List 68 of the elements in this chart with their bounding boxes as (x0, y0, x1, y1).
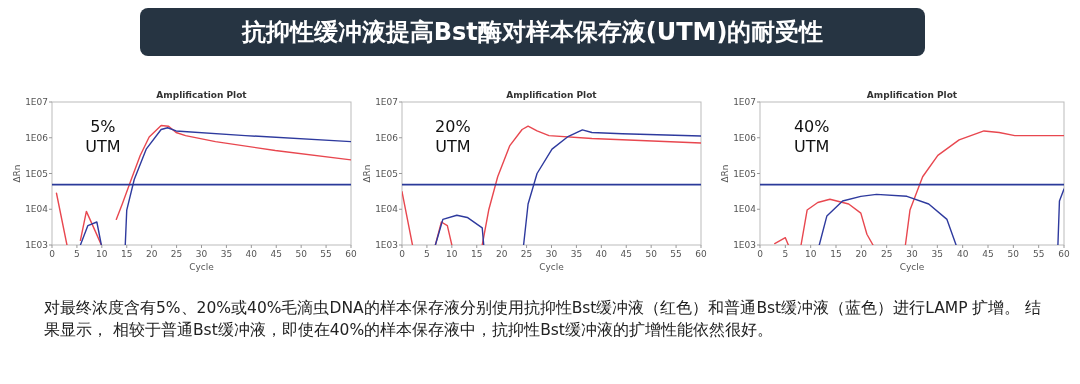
x-axis-title: Cycle (189, 262, 215, 272)
y-tick-label: 1E06 (375, 132, 399, 143)
x-tick-label: 15 (830, 249, 842, 259)
x-tick-label: 60 (1058, 249, 1070, 259)
annotation: 5% UTM (85, 117, 121, 156)
x-tick-label: 30 (545, 249, 558, 259)
x-tick-label: 45 (270, 249, 282, 259)
x-tick-label: 45 (620, 249, 632, 259)
x-tick-label: 50 (295, 249, 308, 259)
text: 抗抑性缓冲液提高Bst酶对样本保存液(UTM)的耐受性 (140, 8, 925, 56)
x-tick-label: 10 (446, 249, 458, 259)
x-tick-label: 35 (931, 249, 944, 259)
x-tick-label: 0 (49, 249, 56, 259)
x-tick-label: 35 (570, 249, 583, 259)
x-tick-label: 45 (982, 249, 994, 259)
y-tick-label: 1E06 (733, 132, 757, 143)
x-tick-label: 60 (695, 249, 707, 259)
y-tick-label: 1E05 (25, 168, 48, 179)
x-tick-label: 20 (495, 249, 508, 259)
y-tick-label: 1E03 (733, 240, 756, 250)
x-tick-label: 40 (956, 249, 969, 259)
y-axis-title: ΔRn (362, 164, 372, 183)
x-tick-label: 5 (74, 249, 80, 259)
chart-title: Amplification Plot (866, 90, 958, 100)
chart-title: Amplification Plot (506, 90, 598, 100)
x-tick-label: 0 (757, 249, 764, 259)
y-tick-label: 1E05 (733, 168, 756, 179)
y-tick-label: 1E05 (375, 168, 398, 179)
x-axis-title: Cycle (539, 262, 565, 272)
annotation: 40% UTM (793, 117, 830, 156)
x-tick-label: 55 (670, 249, 682, 259)
x-tick-label: 50 (1007, 249, 1020, 259)
y-axis-title: ΔRn (12, 164, 22, 183)
y-tick-label: 1E03 (375, 240, 398, 250)
x-tick-label: 50 (645, 249, 658, 259)
y-tick-label: 1E04 (25, 204, 49, 215)
x-tick-label: 10 (804, 249, 817, 259)
x-tick-label: 60 (345, 249, 357, 259)
chart-title: Amplification Plot (156, 90, 248, 100)
y-tick-label: 1E07 (25, 97, 48, 107)
x-tick-label: 55 (320, 249, 332, 259)
x-tick-label: 25 (170, 249, 183, 259)
x-tick-label: 30 (195, 249, 208, 259)
text: 对最终浓度含有5%、20%或40%毛滴虫DNA的样本保存液分别使用抗抑性Bst缓冲液（红色）和普通Bst缓冲液（蓝色）进行LAMP 扩增。 结果显示， 相较于普通Bst缓冲液，即使在40%的样本保存液中，抗抑性Bst缓冲液的扩增性能依然很好。 (44, 298, 1043, 341)
x-tick-label: 15 (121, 249, 133, 259)
x-axis-title: Cycle (899, 262, 925, 272)
x-tick-label: 15 (471, 249, 483, 259)
y-tick-label: 1E07 (733, 97, 756, 107)
x-tick-label: 5 (782, 249, 789, 259)
y-axis-title: ΔRn (720, 164, 730, 183)
x-tick-label: 20 (855, 249, 868, 259)
y-tick-label: 1E04 (375, 204, 399, 215)
y-tick-label: 1E04 (733, 204, 757, 215)
x-tick-label: 0 (399, 249, 406, 259)
x-tick-label: 40 (245, 249, 258, 259)
x-tick-label: 55 (1032, 249, 1045, 259)
x-tick-label: 5 (424, 249, 430, 259)
x-tick-label: 35 (220, 249, 233, 259)
y-tick-label: 1E07 (375, 97, 398, 107)
x-tick-label: 25 (520, 249, 533, 259)
x-tick-label: 20 (145, 249, 158, 259)
x-tick-label: 25 (880, 249, 893, 259)
annotation: 20% UTM (435, 117, 471, 156)
x-tick-label: 40 (595, 249, 608, 259)
y-tick-label: 1E03 (25, 240, 48, 250)
x-tick-label: 30 (906, 249, 918, 259)
y-tick-label: 1E06 (25, 132, 49, 143)
x-tick-label: 10 (96, 249, 108, 259)
